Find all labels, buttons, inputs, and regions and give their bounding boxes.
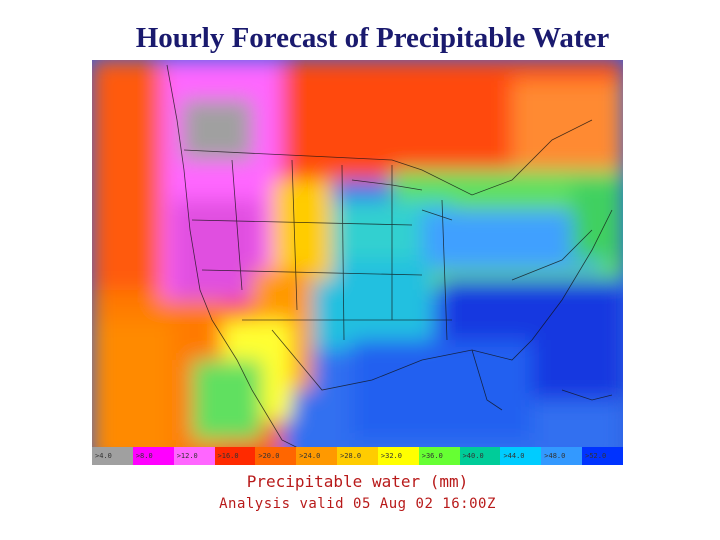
slide-title: Hourly Forecast of Precipitable Water xyxy=(135,22,610,54)
legend-bin: >8.0 xyxy=(132,447,174,465)
legend-bin: >24.0 xyxy=(296,447,338,465)
precipitable-water-map xyxy=(92,60,623,465)
moisture-field xyxy=(92,60,623,465)
legend-bin: >40.0 xyxy=(459,447,501,465)
map-borders xyxy=(166,64,613,461)
color-legend: >4.0 >8.0 >12.0 >16.0 >20.0 >24.0 >28.0 >32.0 >3… xyxy=(92,447,623,465)
legend-bin: >12.0 xyxy=(173,447,215,465)
legend-bin: >36.0 xyxy=(418,447,460,465)
legend-bin: >28.0 xyxy=(337,447,378,465)
legend-bin: >48.0 xyxy=(541,447,583,465)
legend-bin: >4.0 xyxy=(92,447,133,465)
legend-bin: >52.0 xyxy=(582,447,623,465)
map-title: Precipitable water (mm) xyxy=(246,472,469,491)
legend-bin: >20.0 xyxy=(255,447,297,465)
legend-bin: >32.0 xyxy=(377,447,419,465)
legend-bin: >44.0 xyxy=(500,447,542,465)
valid-time: Analysis valid 05 Aug 02 16:00Z xyxy=(219,496,496,512)
legend-bin: >16.0 xyxy=(214,447,256,465)
